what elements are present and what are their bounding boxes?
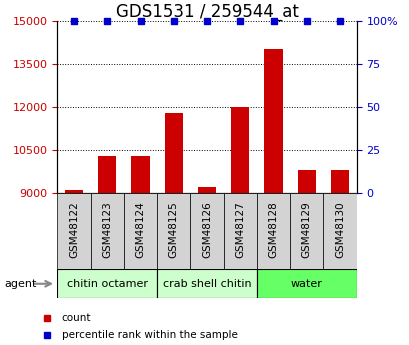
Text: water: water (290, 279, 322, 289)
Text: GSM48130: GSM48130 (334, 201, 344, 258)
Text: GSM48125: GSM48125 (169, 201, 178, 258)
Bar (290, 193, 323, 269)
Bar (231, 107, 249, 193)
Bar (297, 170, 315, 193)
Bar (157, 269, 256, 298)
Title: GDS1531 / 259544_at: GDS1531 / 259544_at (115, 3, 298, 21)
Bar (198, 187, 216, 193)
Bar (65, 190, 83, 193)
Bar (124, 193, 157, 269)
Text: crab shell chitin: crab shell chitin (162, 279, 251, 289)
Text: count: count (61, 313, 91, 323)
Bar (264, 49, 282, 193)
Text: GSM48128: GSM48128 (268, 201, 278, 258)
Text: agent: agent (4, 279, 36, 289)
Bar (157, 193, 190, 269)
Text: chitin octamer: chitin octamer (67, 279, 147, 289)
Text: GSM48126: GSM48126 (202, 201, 211, 258)
Text: GSM48122: GSM48122 (69, 201, 79, 258)
Bar (190, 193, 223, 269)
Bar (98, 156, 116, 193)
Bar (57, 193, 90, 269)
Bar (323, 193, 356, 269)
Text: GSM48123: GSM48123 (102, 201, 112, 258)
Text: GSM48129: GSM48129 (301, 201, 311, 258)
Bar (330, 170, 348, 193)
Text: GSM48124: GSM48124 (135, 201, 145, 258)
Text: percentile rank within the sample: percentile rank within the sample (61, 331, 237, 340)
Bar (164, 113, 182, 193)
Bar (256, 193, 290, 269)
Bar (57, 269, 157, 298)
Bar (223, 193, 256, 269)
Bar (256, 269, 356, 298)
Bar (131, 156, 149, 193)
Text: GSM48127: GSM48127 (235, 201, 245, 258)
Bar (90, 193, 124, 269)
